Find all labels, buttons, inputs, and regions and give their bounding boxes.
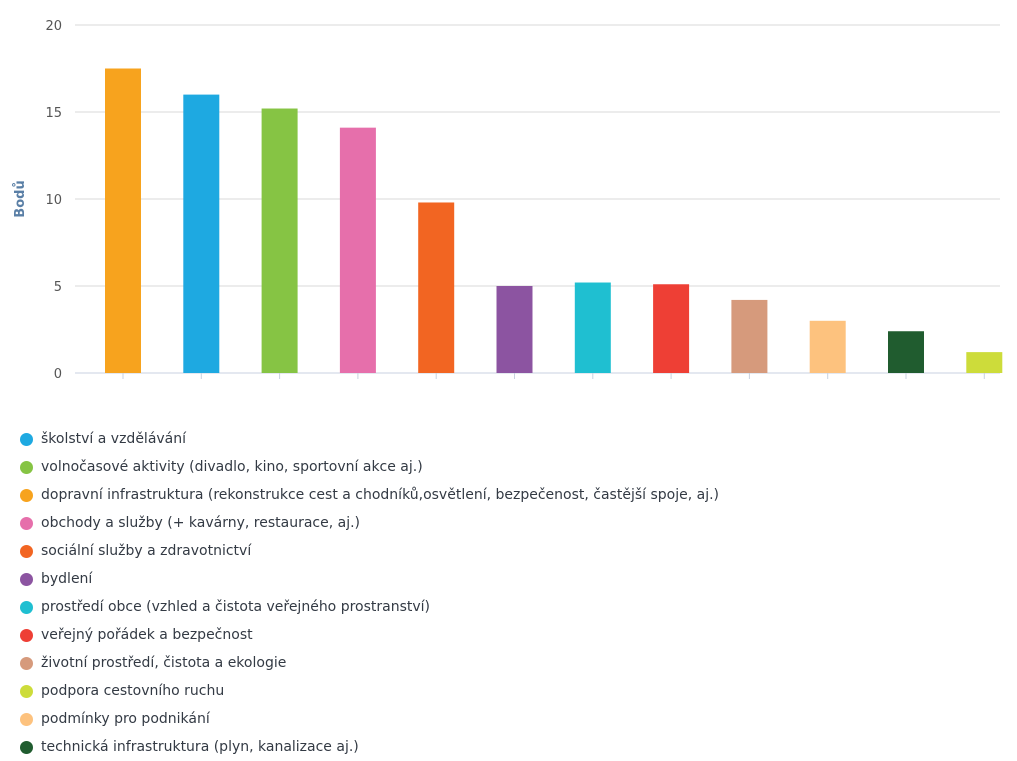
legend-label: životní prostředí, čistota a ekologie xyxy=(41,655,287,671)
legend-label: bydlení xyxy=(41,571,93,587)
legend-label: podpora cestovního ruchu xyxy=(41,683,225,699)
bar xyxy=(574,282,611,373)
legend-item[interactable]: dopravní infrastruktura (rekonstrukce ce… xyxy=(20,481,719,509)
legend-marker-icon xyxy=(20,544,33,558)
legend-label: volnočasové aktivity (divadlo, kino, spo… xyxy=(41,459,423,475)
legend-marker-icon xyxy=(20,572,33,586)
y-tick-label: 20 xyxy=(45,19,62,34)
bar xyxy=(418,202,455,373)
y-tick-label: 5 xyxy=(54,280,62,295)
legend-label: školství a vzdělávání xyxy=(41,431,187,447)
legend-item[interactable]: obchody a služby (+ kavárny, restaurace,… xyxy=(20,509,719,537)
legend-label: technická infrastruktura (plyn, kanaliza… xyxy=(41,739,359,755)
bar xyxy=(731,299,768,373)
bar xyxy=(261,108,298,374)
legend-item[interactable]: životní prostředí, čistota a ekologie xyxy=(20,649,719,677)
legend-marker-icon xyxy=(20,656,33,670)
legend-label: sociální služby a zdravotnictví xyxy=(41,543,252,559)
legend-item[interactable]: veřejný pořádek a bezpečnost xyxy=(20,621,719,649)
bar xyxy=(966,352,1003,373)
y-axis-title: Bodů xyxy=(13,180,28,217)
legend-label: obchody a služby (+ kavárny, restaurace,… xyxy=(41,515,361,531)
legend-item[interactable]: sociální služby a zdravotnictví xyxy=(20,537,719,565)
legend-item[interactable]: volnočasové aktivity (divadlo, kino, spo… xyxy=(20,453,719,481)
legend-label: podmínky pro podnikání xyxy=(41,711,210,727)
legend-label: veřejný pořádek a bezpečnost xyxy=(41,627,253,643)
legend-marker-icon xyxy=(20,460,33,474)
legend-marker-icon xyxy=(20,488,33,502)
legend-item[interactable]: podmínky pro podnikání xyxy=(20,705,719,733)
legend: školství a vzdělávání volnočasové aktivit… xyxy=(20,425,719,761)
bar xyxy=(496,286,533,373)
bar xyxy=(653,284,690,373)
legend-marker-icon xyxy=(20,628,33,642)
bar xyxy=(339,127,376,373)
legend-marker-icon xyxy=(20,684,33,698)
legend-label: prostředí obce (vzhled a čistota veřejné… xyxy=(41,599,431,615)
legend-item[interactable]: bydlení xyxy=(20,565,719,593)
bar xyxy=(888,331,924,373)
y-tick-label: 10 xyxy=(45,193,62,208)
legend-label: dopravní infrastruktura (rekonstrukce ce… xyxy=(41,487,719,503)
legend-marker-icon xyxy=(20,516,33,530)
legend-marker-icon xyxy=(20,600,33,614)
bar xyxy=(105,68,141,373)
legend-marker-icon xyxy=(20,712,33,726)
legend-marker-icon xyxy=(20,432,33,446)
legend-item[interactable]: školství a vzdělávání xyxy=(20,425,719,453)
bar xyxy=(809,320,846,373)
y-tick-label: 0 xyxy=(54,367,62,382)
legend-item[interactable]: technická infrastruktura (plyn, kanaliza… xyxy=(20,733,719,761)
bar-chart: 0 5 10 15 20 Bodů xyxy=(13,19,1003,382)
bar xyxy=(183,94,220,373)
legend-marker-icon xyxy=(20,740,33,754)
y-tick-label: 15 xyxy=(45,106,62,121)
legend-item[interactable]: podpora cestovního ruchu xyxy=(20,677,719,705)
legend-item[interactable]: prostředí obce (vzhled a čistota veřejné… xyxy=(20,593,719,621)
